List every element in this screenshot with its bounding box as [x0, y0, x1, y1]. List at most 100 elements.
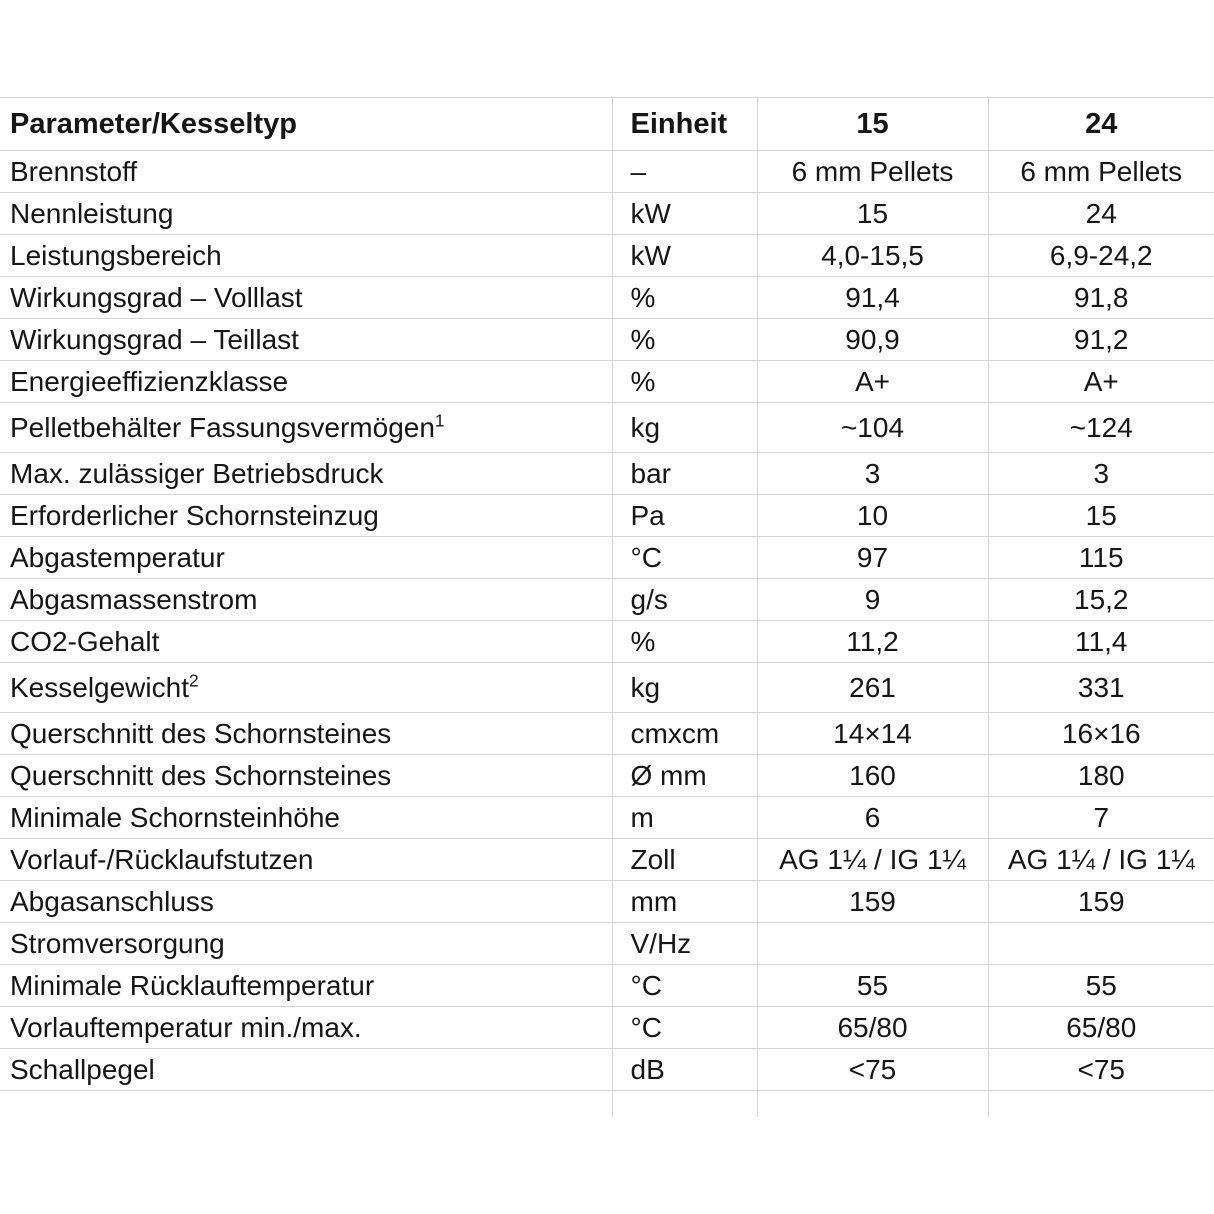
table-row: Wirkungsgrad – Teillast% 90,9 91,2: [0, 318, 1214, 361]
param-cell: Brennstoff: [0, 150, 612, 193]
value-24-cell: 331: [987, 662, 1214, 713]
unit-cell: m: [611, 796, 757, 839]
unit-cell: cmxcm: [611, 712, 757, 755]
unit-cell: g/s: [611, 578, 757, 621]
unit-cell: [611, 1090, 757, 1117]
value-15-cell: 90,9: [756, 318, 988, 361]
unit-cell: kg: [611, 662, 757, 713]
column-header-parameter: Parameter/Kesseltyp: [0, 97, 612, 151]
value-15-cell: 14×14: [756, 712, 988, 755]
value-15-cell: 65/80: [756, 1006, 988, 1049]
value-15-cell: 261: [756, 662, 988, 713]
table-row: Querschnitt des Schornsteines Ø mm 160 180: [0, 754, 1214, 797]
value-15-cell: [756, 1090, 988, 1117]
table-row: Kesselgewicht2 kg 261 331: [0, 662, 1214, 713]
param-cell: Vorlauftemperatur min./max.: [0, 1006, 612, 1049]
unit-cell: %: [611, 360, 757, 403]
param-cell: Erforderlicher Schornsteinzug: [0, 494, 612, 537]
table-row: Brennstoff –6 mm Pellets 6 mm Pellets: [0, 150, 1214, 193]
table-row: Max. zulässiger Betriebsdruck bar 3 3: [0, 452, 1214, 495]
value-24-cell: 24: [987, 192, 1214, 235]
unit-cell: mm: [611, 880, 757, 923]
value-24-cell: [987, 922, 1214, 965]
value-15-cell: 11,2: [756, 620, 988, 663]
table-header-row: Parameter/Kesseltyp Einheit 15 24: [0, 97, 1214, 151]
footnote-marker: 1: [434, 410, 445, 431]
table-row: Minimale Schornsteinhöhe m 6 7: [0, 796, 1214, 839]
value-24-cell: 159: [987, 880, 1214, 923]
value-24-cell: <75: [987, 1048, 1214, 1091]
value-24-cell: 55: [987, 964, 1214, 1007]
table-row: Abgasanschluss mm 159 159: [0, 880, 1214, 923]
value-24-cell: 15: [987, 494, 1214, 537]
spec-table: Parameter/Kesseltyp Einheit 15 24 Brenns…: [0, 97, 1214, 1117]
value-15-cell: <75: [756, 1048, 988, 1091]
column-header-model-15: 15: [756, 97, 988, 151]
footnote-marker: 2: [188, 670, 199, 691]
value-15-cell: 10: [756, 494, 988, 537]
param-cell: Stromversorgung: [0, 922, 612, 965]
column-header-model-24: 24: [987, 97, 1214, 151]
param-cell: Abgasanschluss: [0, 880, 612, 923]
unit-cell: bar: [611, 452, 757, 495]
empty-row: [0, 1090, 1214, 1117]
param-cell: Wirkungsgrad – Volllast: [0, 276, 612, 319]
value-24-cell: ~124: [987, 402, 1214, 453]
table-row: Erforderlicher Schornsteinzug Pa 10 15: [0, 494, 1214, 537]
table-row: Wirkungsgrad – Volllast% 91,4 91,8: [0, 276, 1214, 319]
unit-cell: °C: [611, 964, 757, 1007]
table-row: Vorlauftemperatur min./max. °C 65/80 65/80: [0, 1006, 1214, 1049]
unit-cell: kW: [611, 192, 757, 235]
value-24-cell: 65/80: [987, 1006, 1214, 1049]
param-cell: Nennleistung: [0, 192, 612, 235]
table-row: Pelletbehälter Fassungsvermögen1 kg ~104 ~1…: [0, 402, 1214, 453]
value-24-cell: 6,9-24,2: [987, 234, 1214, 277]
value-15-cell: 15: [756, 192, 988, 235]
param-cell: Minimale Schornsteinhöhe: [0, 796, 612, 839]
value-15-cell: 4,0-15,5: [756, 234, 988, 277]
param-cell: Energieeffizienzklasse: [0, 360, 612, 403]
spec-table-container: Parameter/Kesseltyp Einheit 15 24 Brenns…: [0, 97, 1214, 1117]
table-body: Brennstoff –6 mm Pellets 6 mm Pellets Nennl…: [0, 150, 1214, 1091]
table-row: Nennleistung kW 15 24: [0, 192, 1214, 235]
table-row: Leistungsbereich kW 4,0-15,5 6,9-24,2: [0, 234, 1214, 277]
table-row: Vorlauf-/Rücklaufstutzen Zoll AG 1¼ / IG 1…: [0, 838, 1214, 881]
unit-cell: °C: [611, 536, 757, 579]
unit-cell: Ø mm: [611, 754, 757, 797]
param-cell: Abgastemperatur: [0, 536, 612, 579]
value-15-cell: AG 1¼ / IG 1¼: [756, 838, 988, 881]
param-cell: Leistungsbereich: [0, 234, 612, 277]
param-cell: Querschnitt des Schornsteines: [0, 754, 612, 797]
param-cell: Abgasmassenstrom: [0, 578, 612, 621]
value-15-cell: 55: [756, 964, 988, 1007]
unit-cell: V/Hz: [611, 922, 757, 965]
param-cell: CO2-Gehalt: [0, 620, 612, 663]
value-15-cell: 160: [756, 754, 988, 797]
value-24-cell: 11,4: [987, 620, 1214, 663]
value-15-cell: 9: [756, 578, 988, 621]
value-24-cell: 91,2: [987, 318, 1214, 361]
table-row: Stromversorgung V/Hz: [0, 922, 1214, 965]
value-15-cell: A+: [756, 360, 988, 403]
value-24-cell: AG 1¼ / IG 1¼: [987, 838, 1214, 881]
unit-cell: %: [611, 276, 757, 319]
unit-cell: kW: [611, 234, 757, 277]
unit-cell: Pa: [611, 494, 757, 537]
column-header-unit: Einheit: [611, 97, 757, 151]
value-24-cell: 3: [987, 452, 1214, 495]
unit-cell: %: [611, 620, 757, 663]
value-15-cell: 97: [756, 536, 988, 579]
value-24-cell: 7: [987, 796, 1214, 839]
unit-cell: kg: [611, 402, 757, 453]
table-row: Minimale Rücklauftemperatur °C 55 55: [0, 964, 1214, 1007]
value-15-cell: 6: [756, 796, 988, 839]
value-24-cell: 91,8: [987, 276, 1214, 319]
value-15-cell: [756, 922, 988, 965]
param-cell: Minimale Rücklauftemperatur: [0, 964, 612, 1007]
table-row: Schallpegel dB <75 <75: [0, 1048, 1214, 1091]
table-row: Abgastemperatur °C 97 115: [0, 536, 1214, 579]
value-24-cell: A+: [987, 360, 1214, 403]
unit-cell: °C: [611, 1006, 757, 1049]
param-cell: Pelletbehälter Fassungsvermögen1: [0, 402, 612, 453]
value-24-cell: 15,2: [987, 578, 1214, 621]
